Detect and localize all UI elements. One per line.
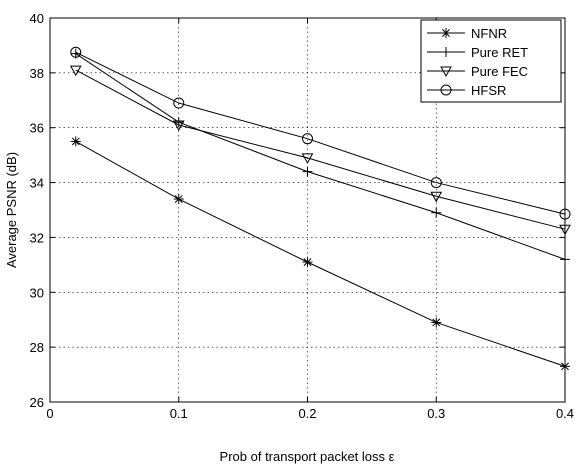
legend-label: Pure RET <box>471 45 528 60</box>
series-line <box>75 69 566 230</box>
legend-marker <box>440 66 452 78</box>
data-point <box>301 153 314 164</box>
x-axis-label: Prob of transport packet loss ε <box>220 449 395 464</box>
data-point <box>70 136 81 147</box>
series-asterisk <box>70 136 570 372</box>
series-layer <box>69 46 571 372</box>
data-point <box>172 120 185 132</box>
grid-lines <box>50 18 565 402</box>
x-tick-label: 0.4 <box>556 406 574 421</box>
data-point <box>173 194 184 205</box>
legend-marker <box>441 47 451 57</box>
y-tick-label: 28 <box>30 340 44 355</box>
legend-item: Pure FEC <box>427 64 528 79</box>
series-plus <box>70 48 570 265</box>
legend-label: HFSR <box>471 83 506 98</box>
y-axis-label: Average PSNR (dB) <box>4 152 19 268</box>
legend-item: NFNR <box>427 26 507 41</box>
y-tick-label: 32 <box>30 230 44 245</box>
data-point <box>173 97 185 109</box>
x-tick-label: 0 <box>46 406 53 421</box>
tick-labels: 0 0.1 0.2 0.3 0.4 26 28 30 32 34 36 38 40 <box>30 11 575 421</box>
axis-ticks <box>49 17 566 403</box>
legend-label: NFNR <box>471 26 507 41</box>
y-tick-label: 40 <box>30 11 44 26</box>
legend: NFNR Pure RET Pure FEC HFSR <box>420 19 562 103</box>
legend-marker <box>440 84 452 96</box>
data-point <box>559 208 571 220</box>
data-point <box>431 317 442 328</box>
series-line <box>75 140 566 367</box>
legend-marker <box>441 28 451 38</box>
x-tick-label: 0.2 <box>298 406 316 421</box>
series-triangle-down <box>69 65 571 236</box>
data-point <box>430 177 442 189</box>
data-point <box>431 207 442 218</box>
x-tick-label: 0.1 <box>170 406 188 421</box>
series-line <box>75 51 566 215</box>
y-tick-label: 34 <box>30 176 44 191</box>
y-tick-label: 30 <box>30 285 44 300</box>
legend-item: HFSR <box>427 83 506 98</box>
legend-box <box>420 19 562 103</box>
data-point <box>173 117 184 128</box>
data-point <box>70 46 82 58</box>
legend-item: Pure RET <box>427 45 528 60</box>
data-point <box>430 191 443 203</box>
data-point <box>302 257 313 268</box>
y-tick-label: 26 <box>30 395 44 410</box>
y-tick-label: 38 <box>30 66 44 81</box>
data-point <box>69 65 82 77</box>
y-tick-label: 36 <box>30 121 44 136</box>
data-point <box>560 361 570 372</box>
data-point <box>559 224 571 236</box>
data-point <box>302 166 313 177</box>
legend-label: Pure FEC <box>471 64 528 79</box>
series-circle <box>70 46 571 220</box>
data-point <box>302 133 313 145</box>
data-point <box>560 254 570 265</box>
x-tick-label: 0.3 <box>427 406 445 421</box>
